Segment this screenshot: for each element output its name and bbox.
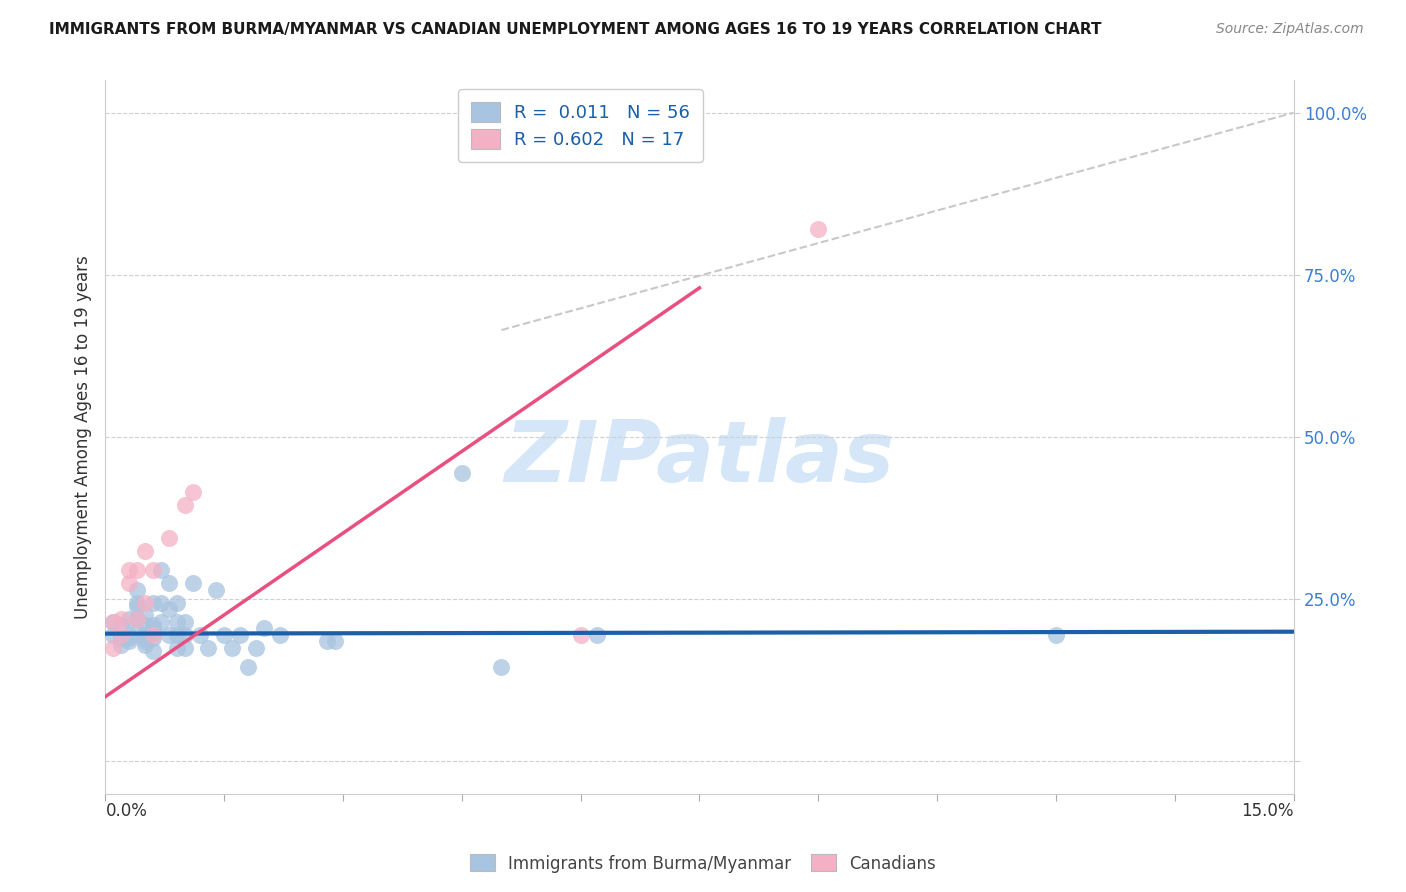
- Point: [236, 660, 259, 674]
- Point: [166, 628, 188, 642]
- Legend: Immigrants from Burma/Myanmar, Canadians: Immigrants from Burma/Myanmar, Canadians: [463, 847, 943, 880]
- Point: [173, 640, 195, 655]
- Text: 0.0%: 0.0%: [105, 802, 148, 820]
- Point: [142, 622, 165, 636]
- Point: [181, 485, 204, 500]
- Point: [118, 631, 141, 645]
- Point: [110, 638, 132, 652]
- Point: [134, 634, 156, 648]
- Point: [142, 618, 165, 632]
- Point: [245, 640, 267, 655]
- Point: [253, 622, 276, 636]
- Point: [316, 634, 339, 648]
- Point: [569, 628, 592, 642]
- Point: [103, 615, 125, 629]
- Point: [142, 631, 165, 645]
- Point: [134, 618, 156, 632]
- Point: [142, 595, 165, 609]
- Point: [149, 595, 172, 609]
- Point: [103, 615, 125, 629]
- Point: [197, 640, 219, 655]
- Point: [127, 582, 149, 597]
- Point: [110, 618, 132, 632]
- Point: [229, 628, 252, 642]
- Text: 15.0%: 15.0%: [1241, 802, 1294, 820]
- Point: [142, 563, 165, 577]
- Point: [491, 660, 513, 674]
- Point: [166, 615, 188, 629]
- Point: [214, 628, 236, 642]
- Point: [157, 602, 180, 616]
- Point: [134, 628, 156, 642]
- Point: [166, 595, 188, 609]
- Point: [118, 628, 141, 642]
- Point: [127, 599, 149, 613]
- Point: [110, 631, 132, 645]
- Point: [157, 576, 180, 591]
- Legend: R =  0.011   N = 56, R = 0.602   N = 17: R = 0.011 N = 56, R = 0.602 N = 17: [458, 89, 703, 161]
- Point: [181, 576, 204, 591]
- Point: [173, 615, 195, 629]
- Point: [118, 634, 141, 648]
- Point: [221, 640, 243, 655]
- Point: [269, 628, 291, 642]
- Point: [157, 531, 180, 545]
- Point: [807, 222, 830, 236]
- Point: [110, 612, 132, 626]
- Point: [166, 640, 188, 655]
- Point: [118, 563, 141, 577]
- Point: [134, 631, 156, 645]
- Y-axis label: Unemployment Among Ages 16 to 19 years: Unemployment Among Ages 16 to 19 years: [73, 255, 91, 619]
- Point: [323, 634, 346, 648]
- Point: [173, 628, 195, 642]
- Text: Source: ZipAtlas.com: Source: ZipAtlas.com: [1216, 22, 1364, 37]
- Point: [585, 628, 607, 642]
- Point: [110, 628, 132, 642]
- Point: [149, 615, 172, 629]
- Text: IMMIGRANTS FROM BURMA/MYANMAR VS CANADIAN UNEMPLOYMENT AMONG AGES 16 TO 19 YEARS: IMMIGRANTS FROM BURMA/MYANMAR VS CANADIA…: [49, 22, 1102, 37]
- Point: [127, 612, 149, 626]
- Point: [118, 612, 141, 626]
- Point: [173, 498, 195, 512]
- Point: [142, 624, 165, 639]
- Point: [134, 543, 156, 558]
- Text: ZIPatlas: ZIPatlas: [505, 417, 894, 500]
- Point: [127, 595, 149, 609]
- Point: [134, 595, 156, 609]
- Point: [118, 576, 141, 591]
- Point: [142, 628, 165, 642]
- Point: [127, 563, 149, 577]
- Point: [127, 624, 149, 639]
- Point: [134, 638, 156, 652]
- Point: [157, 628, 180, 642]
- Point: [190, 628, 212, 642]
- Point: [205, 582, 228, 597]
- Point: [1045, 628, 1067, 642]
- Point: [103, 640, 125, 655]
- Point: [149, 563, 172, 577]
- Point: [103, 628, 125, 642]
- Point: [142, 644, 165, 658]
- Point: [450, 466, 472, 480]
- Point: [127, 612, 149, 626]
- Point: [134, 608, 156, 623]
